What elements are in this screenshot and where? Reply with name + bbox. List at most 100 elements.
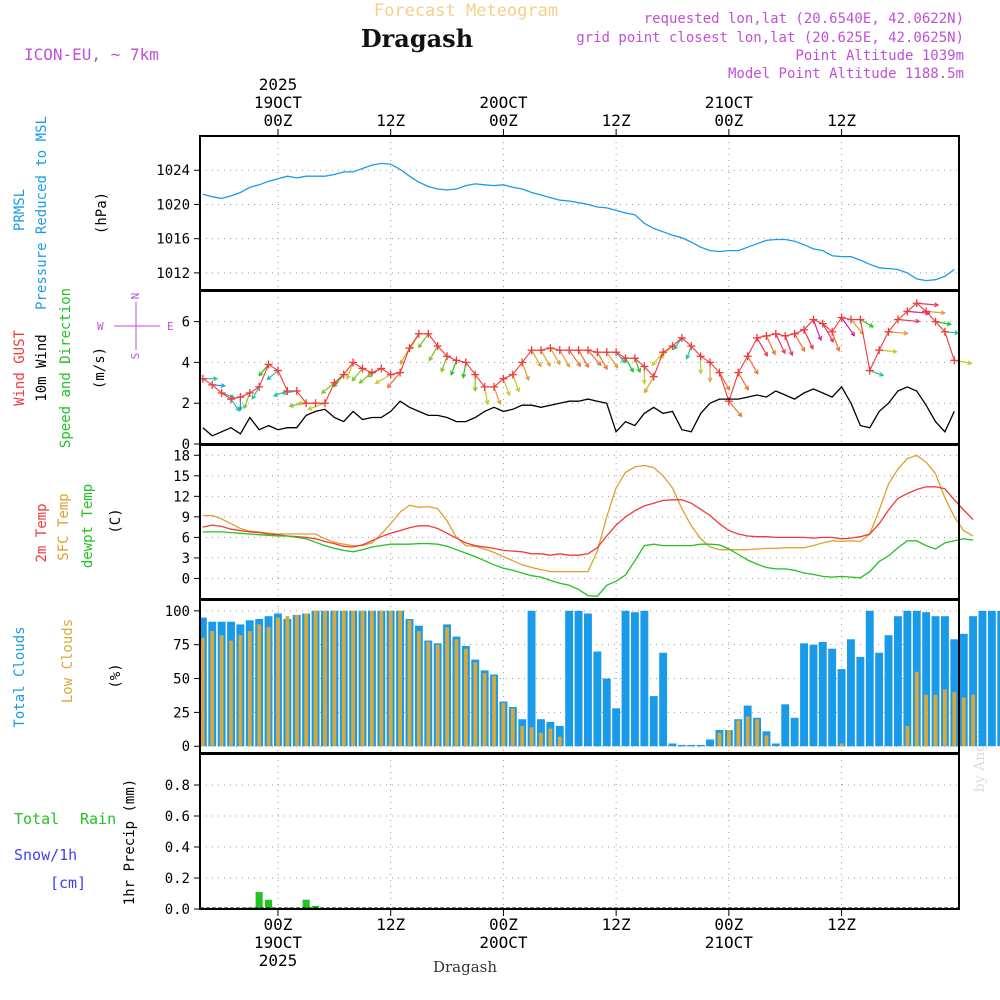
gust-marker	[856, 315, 865, 324]
low-cloud-bar	[736, 720, 741, 747]
gust-marker	[884, 327, 893, 336]
wind-arrow-shaft	[251, 386, 260, 400]
gust-marker	[452, 356, 461, 365]
low-cloud-bar	[445, 627, 449, 747]
gust-marker	[349, 358, 358, 367]
gust-marker	[264, 360, 273, 369]
gust-marker	[865, 366, 874, 375]
wind-arrow-shaft	[540, 349, 551, 367]
low-cloud-bar	[351, 610, 355, 747]
dewpt-label: dewpt Temp	[80, 484, 96, 568]
wind-arrow-head	[940, 310, 946, 316]
wind-arrow-shaft	[359, 372, 373, 384]
gust-marker	[800, 325, 809, 334]
low-cloud-bar	[548, 728, 553, 747]
wind-arrow	[307, 402, 326, 411]
wind-arrow-shaft	[803, 329, 814, 350]
wind-frame	[199, 290, 960, 445]
gust-marker	[292, 386, 301, 395]
wind-arrow-head	[620, 358, 626, 364]
wind-arrow-head	[525, 375, 530, 382]
wind-arrow-shaft	[869, 369, 884, 376]
low-cloud-bar	[961, 697, 966, 747]
wind-arrow	[596, 351, 608, 371]
pressure-unit: (hPa)	[94, 192, 110, 234]
wind-arrow-head	[643, 388, 649, 394]
y-tick-label: 0.0	[165, 902, 190, 918]
total-cloud-bar	[649, 696, 658, 747]
gust-marker	[245, 389, 254, 397]
gust-marker	[396, 368, 405, 377]
wind-arrow	[428, 345, 439, 362]
gust-marker	[612, 348, 621, 357]
wind-arrow	[266, 370, 279, 381]
wind-arrow	[230, 398, 240, 412]
wind-arrow-head	[850, 331, 856, 337]
wind-arrow-head	[386, 383, 392, 389]
gust-marker	[677, 333, 686, 342]
y-tick-label: 0	[182, 437, 190, 453]
wind-arrow-head	[763, 351, 768, 357]
total-cloud-bar	[640, 610, 649, 747]
gust-marker	[236, 393, 245, 402]
wind-arrow-shaft	[267, 370, 279, 380]
wind-arrow-head	[725, 385, 731, 391]
wind-arrow-shaft	[644, 376, 655, 393]
bottom-time-label: 20OCT	[479, 933, 528, 952]
wind-arrow-head	[651, 361, 657, 367]
wind-arrow	[625, 358, 634, 373]
wind-arrow	[803, 329, 814, 350]
y-tick-label: 0.6	[165, 809, 190, 825]
snow-label: Snow/1h	[14, 846, 77, 864]
gust-marker	[565, 346, 574, 355]
total-cloud-bar	[978, 610, 987, 747]
low-cloud-bar	[304, 613, 309, 747]
y-tick-label: 6	[182, 530, 190, 546]
rain-label-rain: Rain	[80, 810, 116, 828]
total-cloud-bar	[584, 613, 592, 747]
wind-arrow-head	[737, 412, 743, 418]
gust-marker	[903, 307, 912, 316]
wind-arrow	[493, 386, 502, 406]
low-cloud-bar	[764, 735, 769, 747]
low-cloud-bar	[341, 610, 346, 747]
wind-arrow-head	[496, 399, 502, 406]
y-tick-label: 75	[173, 638, 190, 654]
low-cloud-bar	[276, 617, 280, 747]
gust-marker	[593, 348, 602, 357]
low-cloud-bar	[473, 662, 478, 747]
low-cloud-bar	[370, 610, 374, 747]
wind-arrow-head	[266, 375, 272, 381]
requested-coords: requested lon,lat (20.6540E, 42.0622N)	[644, 11, 964, 27]
precip-unit: 1hr Precip (mm)	[122, 779, 138, 905]
gust-marker	[950, 356, 959, 365]
low-cloud-bar	[398, 610, 402, 747]
rain-bar	[312, 905, 320, 909]
wind-arrow-shaft	[765, 335, 776, 355]
wind-arrow-shaft	[450, 360, 458, 376]
gust-marker	[255, 382, 264, 391]
y-tick-label: 0.8	[165, 778, 190, 794]
chart-title: Forecast Meteogram	[374, 1, 558, 21]
compass-rose: N S W E	[97, 293, 174, 360]
wind-arrow-head	[399, 359, 405, 365]
total-cloud-bar	[837, 669, 846, 747]
total-cloud-bar	[969, 616, 977, 747]
gust-marker	[771, 329, 780, 338]
y-tick-label: 15	[173, 469, 190, 485]
total-cloud-bar	[687, 744, 696, 747]
pressure-label-1: PRMSL	[12, 189, 28, 231]
wind-arrow-head	[707, 377, 713, 383]
low-cloud-bar	[520, 725, 525, 747]
wind-arrow-head	[636, 368, 642, 374]
wind-arrow-head	[788, 351, 794, 357]
top-time-label: 19OCT	[254, 93, 303, 112]
top-time-label: 20OCT	[479, 93, 528, 112]
wind-arrow	[651, 351, 664, 367]
y-tick-label: 0.2	[165, 871, 190, 887]
low-cloud-bar	[417, 631, 421, 747]
clouds-unit: (%)	[108, 663, 124, 688]
low-clouds-label: Low Clouds	[60, 619, 76, 703]
wind-arrow-head	[817, 336, 823, 342]
low-cloud-bar	[539, 732, 543, 747]
